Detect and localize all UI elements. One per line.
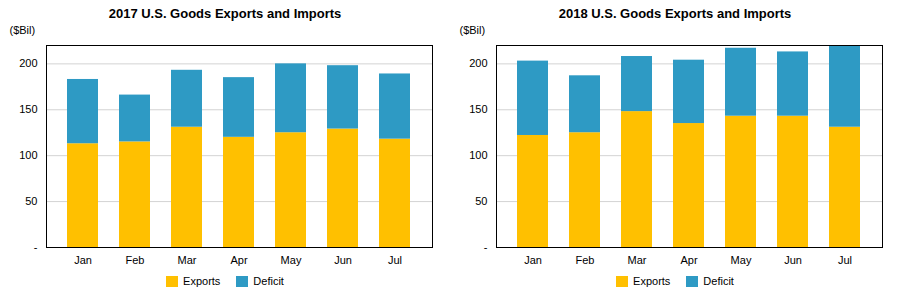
svg-text:Jan: Jan xyxy=(74,254,92,266)
html-text:2018 U.S. Goods Exports and Im: 2018 U.S. Goods Exports and Imports xyxy=(558,6,792,21)
svg-text:Jul: Jul xyxy=(838,254,852,266)
svg-text:100: 100 xyxy=(469,149,487,161)
svg-text:50: 50 xyxy=(475,195,487,207)
html-text:Deficit: Deficit xyxy=(703,275,734,287)
svg-text:Jan: Jan xyxy=(524,254,542,266)
svg-text:200: 200 xyxy=(469,57,487,69)
svg-text:Jun: Jun xyxy=(784,254,802,266)
svg-text:200: 200 xyxy=(19,57,37,69)
html-text:Exports: Exports xyxy=(633,275,671,287)
svg-text:Jun: Jun xyxy=(334,254,352,266)
html-text:Deficit: Deficit xyxy=(253,275,284,287)
svg-text:50: 50 xyxy=(25,195,37,207)
svg-text:Apr: Apr xyxy=(680,254,697,266)
svg-text:100: 100 xyxy=(19,149,37,161)
svg-text:May: May xyxy=(731,254,752,266)
svg-text:May: May xyxy=(281,254,302,266)
svg-text:150: 150 xyxy=(19,103,37,115)
svg-text:($Bil): ($Bil) xyxy=(10,24,36,36)
html-text:Exports: Exports xyxy=(183,275,221,287)
html-text:2017 U.S. Goods Exports and Im: 2017 U.S. Goods Exports and Imports xyxy=(108,6,342,21)
svg-text:($Bil): ($Bil) xyxy=(460,24,486,36)
svg-text:Jul: Jul xyxy=(388,254,402,266)
svg-text:Feb: Feb xyxy=(126,254,145,266)
svg-text:150: 150 xyxy=(469,103,487,115)
svg-text:-: - xyxy=(34,241,38,253)
svg-text:Apr: Apr xyxy=(230,254,247,266)
svg-text:Feb: Feb xyxy=(576,254,595,266)
svg-text:Mar: Mar xyxy=(628,254,647,266)
svg-text:Mar: Mar xyxy=(178,254,197,266)
svg-text:-: - xyxy=(484,241,488,253)
